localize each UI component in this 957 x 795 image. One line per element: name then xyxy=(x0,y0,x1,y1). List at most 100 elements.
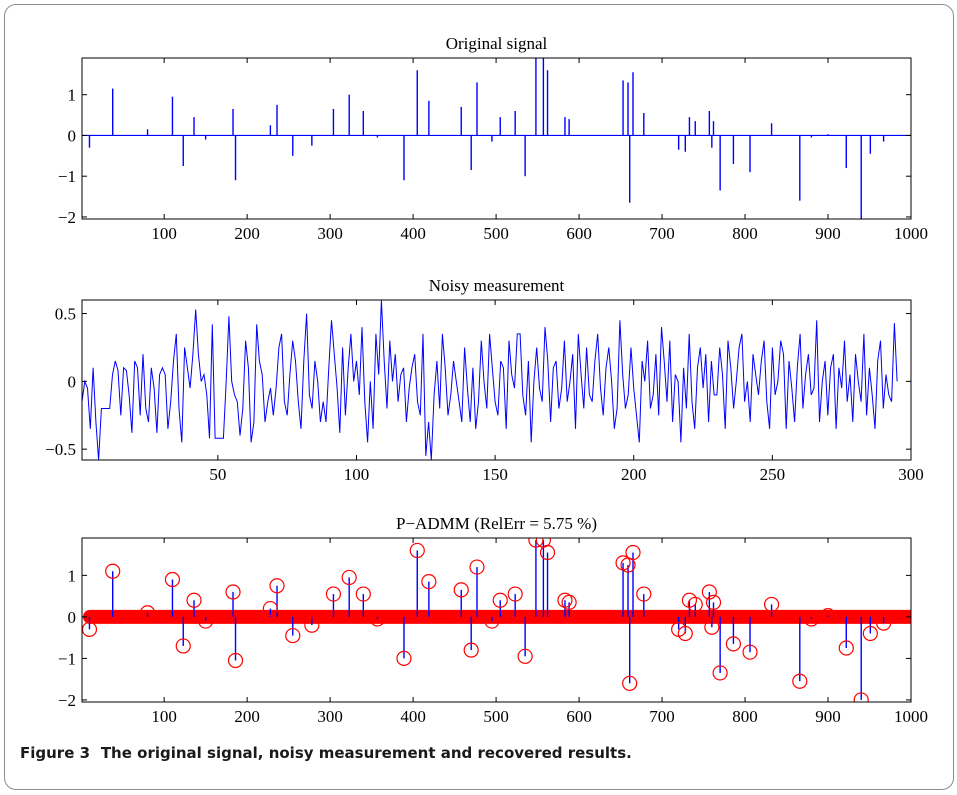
chart-title: P−ADMM (RelErr = 5.75 %) xyxy=(396,514,597,533)
recovered-point xyxy=(225,584,241,600)
recovered-point xyxy=(677,625,693,642)
caption-text: The original signal, noisy measurement a… xyxy=(100,744,632,762)
x-tick-label: 300 xyxy=(317,224,343,243)
recovered-point xyxy=(701,584,717,600)
x-tick-label: 250 xyxy=(760,465,786,484)
recovered-point xyxy=(355,586,371,602)
x-tick-label: 150 xyxy=(482,465,508,484)
y-tick-label: 0 xyxy=(68,126,77,145)
recovered-point xyxy=(198,613,214,629)
recovered-point xyxy=(876,615,892,631)
y-tick-label: −1 xyxy=(58,167,76,186)
recovered-point xyxy=(285,627,301,644)
recovered-point xyxy=(421,573,437,590)
recovered-point xyxy=(853,692,869,702)
recovered-point xyxy=(561,594,577,610)
recovered-point xyxy=(227,652,244,669)
recovered-point xyxy=(484,613,500,629)
y-tick-label: −0.5 xyxy=(45,440,76,459)
recovered-point xyxy=(507,586,523,602)
recovered-point xyxy=(803,611,820,627)
recovered-point xyxy=(341,569,357,586)
x-tick-label: 500 xyxy=(483,707,509,726)
chart-panel-3: P−ADMM (RelErr = 5.75 %) 100 200 300 400 500 6… xyxy=(58,514,928,726)
recovered-point xyxy=(862,625,878,642)
recovered-point xyxy=(164,571,181,588)
x-tick-label: 100 xyxy=(151,224,177,243)
x-tick-label: 900 xyxy=(815,224,841,243)
recovered-point xyxy=(712,665,728,681)
x-tick-label: 300 xyxy=(898,465,924,484)
y-tick-label: 0 xyxy=(68,372,77,391)
y-tick-label: −1 xyxy=(58,649,76,668)
recovered-point xyxy=(469,559,485,575)
x-tick-label: 100 xyxy=(344,465,370,484)
y-tick-label: −2 xyxy=(58,691,76,710)
x-tick-label: 700 xyxy=(649,707,675,726)
x-tick-label: 1000 xyxy=(894,707,928,726)
x-tick-label: 400 xyxy=(400,224,426,243)
y-tick-label: 1 xyxy=(68,566,77,585)
x-tick-label: 800 xyxy=(732,224,758,243)
recovered-point xyxy=(838,640,854,656)
recovered-point xyxy=(463,642,479,658)
x-tick-label: 300 xyxy=(317,707,343,726)
recovered-point xyxy=(792,673,808,689)
data-layer xyxy=(82,300,898,460)
y-tick-label: 0 xyxy=(68,608,77,627)
recovered-point xyxy=(539,544,556,561)
recovered-point xyxy=(725,636,742,652)
x-tick-label: 100 xyxy=(151,707,177,726)
recovered-point xyxy=(492,592,508,608)
chart-title: Noisy measurement xyxy=(429,276,565,295)
chart-title: Original signal xyxy=(446,34,548,53)
data-layer xyxy=(82,58,911,219)
recovered-point xyxy=(105,563,121,579)
x-tick-label: 200 xyxy=(234,707,260,726)
x-tick-label: 600 xyxy=(566,707,592,726)
x-tick-label: 200 xyxy=(234,224,260,243)
recovered-point xyxy=(622,675,638,691)
x-tick-label: 50 xyxy=(209,465,226,484)
x-tick-label: 800 xyxy=(732,707,758,726)
x-tick-label: 200 xyxy=(621,465,647,484)
recovered-point xyxy=(704,619,720,635)
x-tick-label: 500 xyxy=(483,224,509,243)
recovered-point xyxy=(742,644,758,660)
recovered-point xyxy=(304,617,320,633)
y-tick-label: 1 xyxy=(68,86,77,105)
data-layer xyxy=(82,538,911,702)
recovered-point xyxy=(175,638,191,654)
recovered-point xyxy=(269,578,285,594)
recovered-point xyxy=(139,605,156,621)
recovered-point xyxy=(636,586,652,602)
y-tick-label: −2 xyxy=(58,208,76,227)
y-tick-label: 0.5 xyxy=(55,305,76,324)
recovered-point xyxy=(528,538,544,548)
recovered-point xyxy=(763,596,780,613)
chart-panel-1: Original signal 100 200 300 400 500 600 700 800 9… xyxy=(58,34,928,243)
recovered-point xyxy=(820,608,836,624)
recovered-point xyxy=(262,600,278,617)
x-tick-label: 1000 xyxy=(894,224,928,243)
series-line xyxy=(82,300,898,460)
chart-panel-2: Noisy measurement 50 100 150 200 250 300 −0.5 0 0… xyxy=(45,276,924,484)
x-tick-label: 600 xyxy=(566,224,592,243)
recovered-point xyxy=(687,596,703,613)
figure-caption: Figure 3 The original signal, noisy meas… xyxy=(20,744,940,762)
recovered-point xyxy=(705,594,722,610)
recovered-point xyxy=(369,611,386,627)
caption-label: Figure 3 xyxy=(20,744,91,762)
x-tick-label: 400 xyxy=(400,707,426,726)
recovered-point xyxy=(186,592,202,608)
recovered-point xyxy=(453,582,469,598)
recovered-point xyxy=(409,542,425,559)
x-tick-label: 700 xyxy=(649,224,675,243)
recovered-point xyxy=(325,586,342,602)
recovered-point xyxy=(625,544,641,561)
recovered-point xyxy=(517,648,533,664)
axes-box xyxy=(81,57,912,220)
recovered-point xyxy=(396,650,412,667)
x-tick-label: 900 xyxy=(815,707,841,726)
